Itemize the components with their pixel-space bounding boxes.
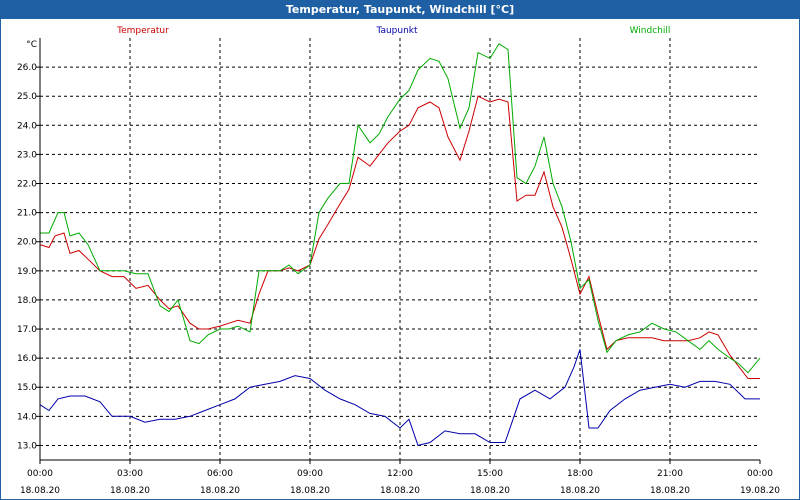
legend-item-temperatur: Temperatur [116,26,169,36]
window-title: Temperatur, Taupunkt, Windchill [°C] [1,1,799,19]
x-tick-date: 18.08.20 [200,486,240,496]
x-tick-date: 18.08.20 [560,486,600,496]
y-axis-unit-label: °C [26,40,37,50]
x-tick-time: 03:00 [117,469,143,479]
y-tick-label: 13.0 [17,441,37,451]
y-tick-label: 17.0 [17,325,37,335]
x-tick-time: 18:00 [567,469,593,479]
y-tick-label: 19.0 [17,267,37,277]
y-tick-label: 16.0 [17,354,37,364]
series-lines [39,43,761,446]
legend-item-windchill: Windchill [630,26,671,36]
y-tick-label: 14.0 [17,412,37,422]
grid-lines [40,38,760,460]
y-tick-label: 15.0 [17,383,37,393]
x-tick-date: 19.08.20 [740,486,780,496]
y-tick-label: 21.0 [17,209,37,219]
y-tick-label: 24.0 [17,121,37,131]
x-tick-date: 18.08.20 [20,486,60,496]
x-tick-date: 18.08.20 [470,486,510,496]
tick-labels: 13.0 14.0 15.0 16.0 17.0 18.0 19.0 20.0 21.0 22.0… [17,40,780,496]
x-tick-time: 12:00 [387,469,413,479]
x-tick-time: 00:00 [27,469,53,479]
x-tick-time: 09:00 [297,469,323,479]
y-tick-label: 26.0 [17,63,37,73]
x-tick-date: 18.08.20 [650,486,690,496]
x-tick-date: 18.08.20 [110,486,150,496]
x-tick-time: 06:00 [207,469,233,479]
x-tick-time: 21:00 [657,469,683,479]
axes [36,38,761,464]
y-tick-label: 23.0 [17,150,37,160]
x-tick-time: 00:00 [747,469,773,479]
y-tick-label: 22.0 [17,180,37,190]
series-line-taupunkt [39,349,760,446]
x-tick-date: 18.08.20 [380,486,420,496]
series-line-temperatur [39,95,760,379]
y-tick-label: 18.0 [17,296,37,306]
series-line-windchill [40,43,761,374]
legend: Temperatur Taupunkt Windchill [116,26,670,36]
legend-item-taupunkt: Taupunkt [375,26,418,36]
x-tick-time: 15:00 [477,469,503,479]
y-tick-label: 25.0 [17,92,37,102]
y-tick-label: 20.0 [17,238,37,248]
x-tick-date: 18.08.20 [290,486,330,496]
